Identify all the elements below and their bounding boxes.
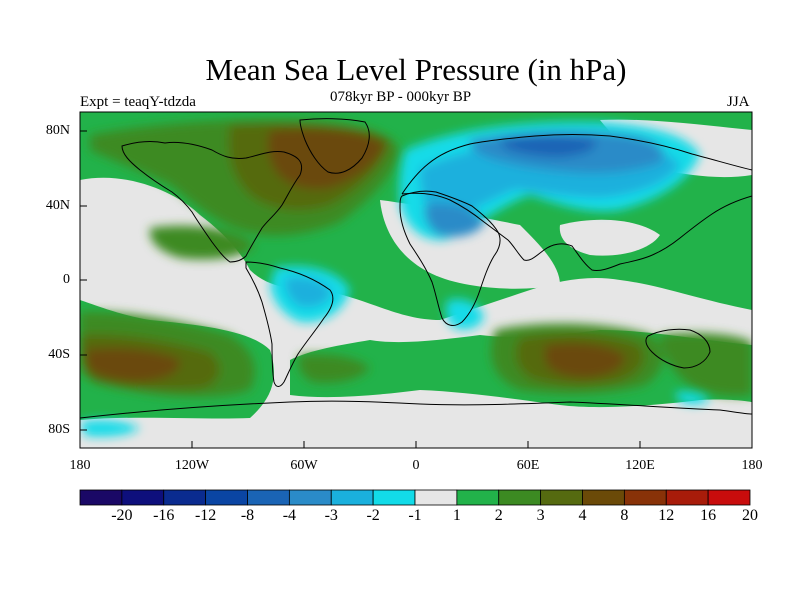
anomaly-eurasia-peak [500, 136, 596, 157]
region-neutral-nepac [80, 184, 160, 223]
lat-label-80s: 80S [48, 422, 70, 437]
colorbar-swatch [665, 489, 709, 506]
coast-north-america [121, 141, 303, 263]
colorbar-swatch [498, 489, 542, 506]
colorbar-label: -16 [153, 507, 175, 524]
colorbar-swatch [414, 489, 458, 506]
colorbar-label: 4 [578, 507, 587, 524]
map-title: Mean Sea Level Pressure (in hPa) [205, 52, 627, 87]
lat-label-40s: 40S [48, 347, 70, 362]
colorbar-swatch [707, 489, 751, 506]
coast-australia [645, 328, 711, 369]
colorbar-label: 3 [536, 507, 545, 524]
lon-label-60w: 60W [290, 458, 318, 473]
colorbar-label: 1 [452, 507, 461, 524]
anomaly-safrica [445, 298, 484, 330]
colorbar-swatch [330, 489, 374, 506]
anomaly-antarctic-aus [675, 391, 710, 405]
experiment-label: Expt = teaqY-tdzda [80, 94, 196, 110]
anomaly-satl [298, 354, 370, 383]
colorbar-label: -3 [324, 507, 338, 524]
colorbar-label: 12 [658, 507, 675, 524]
coast-africa [399, 190, 501, 326]
lat-label-0: 0 [63, 272, 70, 287]
colorbar-swatch [623, 489, 667, 506]
colorbar-swatch [247, 489, 290, 506]
period-label: 078kyr BP - 000kyr BP [330, 89, 472, 105]
lon-label-120e: 120E [625, 458, 655, 473]
colorbar-label: -1 [408, 507, 422, 524]
coastlines [80, 118, 752, 419]
colorbar-swatch [288, 489, 332, 506]
colorbar-swatch [582, 489, 625, 506]
colorbar-label: -2 [366, 507, 380, 524]
anomaly-npac [149, 225, 255, 260]
pressure-field [80, 112, 752, 448]
anomaly-spac-peak [85, 348, 181, 382]
anomaly-sio-peak [545, 343, 625, 378]
anomaly-antarctic-pac [80, 420, 140, 437]
colorbar-swatch [79, 489, 123, 506]
positive-anomalies [80, 119, 752, 397]
colorbar-label: 8 [620, 507, 629, 524]
negative-anomalies [80, 121, 710, 437]
colorbar-swatch [121, 489, 165, 506]
lon-label-180e: 180 [741, 458, 763, 473]
axis-ticks [79, 130, 753, 448]
colorbar-swatch [163, 489, 207, 506]
anomaly-swpac [660, 332, 752, 396]
colorbar-label: 20 [742, 507, 758, 524]
lon-label-0: 0 [412, 458, 420, 473]
colorbar-label: 16 [700, 507, 717, 524]
colorbar-swatch [372, 489, 416, 506]
colorbar-label: -20 [111, 507, 133, 524]
colorbar-swatch [456, 489, 500, 506]
colorbar-label: -4 [282, 507, 297, 524]
coast-greenland [299, 118, 370, 174]
colorbar [79, 489, 751, 506]
lat-label-40n: 40N [45, 198, 70, 213]
colorbar-swatch [205, 489, 248, 506]
region-neutral-asia [559, 219, 660, 256]
lon-label-120w: 120W [174, 458, 210, 473]
anomaly-na-peak [267, 128, 385, 190]
lon-label-180w: 180 [69, 458, 91, 473]
colorbar-label: 2 [494, 507, 503, 524]
coast-south-america [245, 261, 334, 387]
season-label: JJA [727, 94, 750, 110]
coast-antarctica [80, 400, 752, 419]
colorbar-swatch [540, 489, 583, 506]
colorbar-label: -12 [194, 507, 217, 524]
anomaly-sa-moderate [284, 276, 332, 308]
colorbar-label: -8 [240, 507, 255, 524]
lat-label-80n: 80N [45, 123, 70, 138]
lon-label-60e: 60E [516, 458, 540, 473]
coast-eurasia [401, 134, 752, 271]
